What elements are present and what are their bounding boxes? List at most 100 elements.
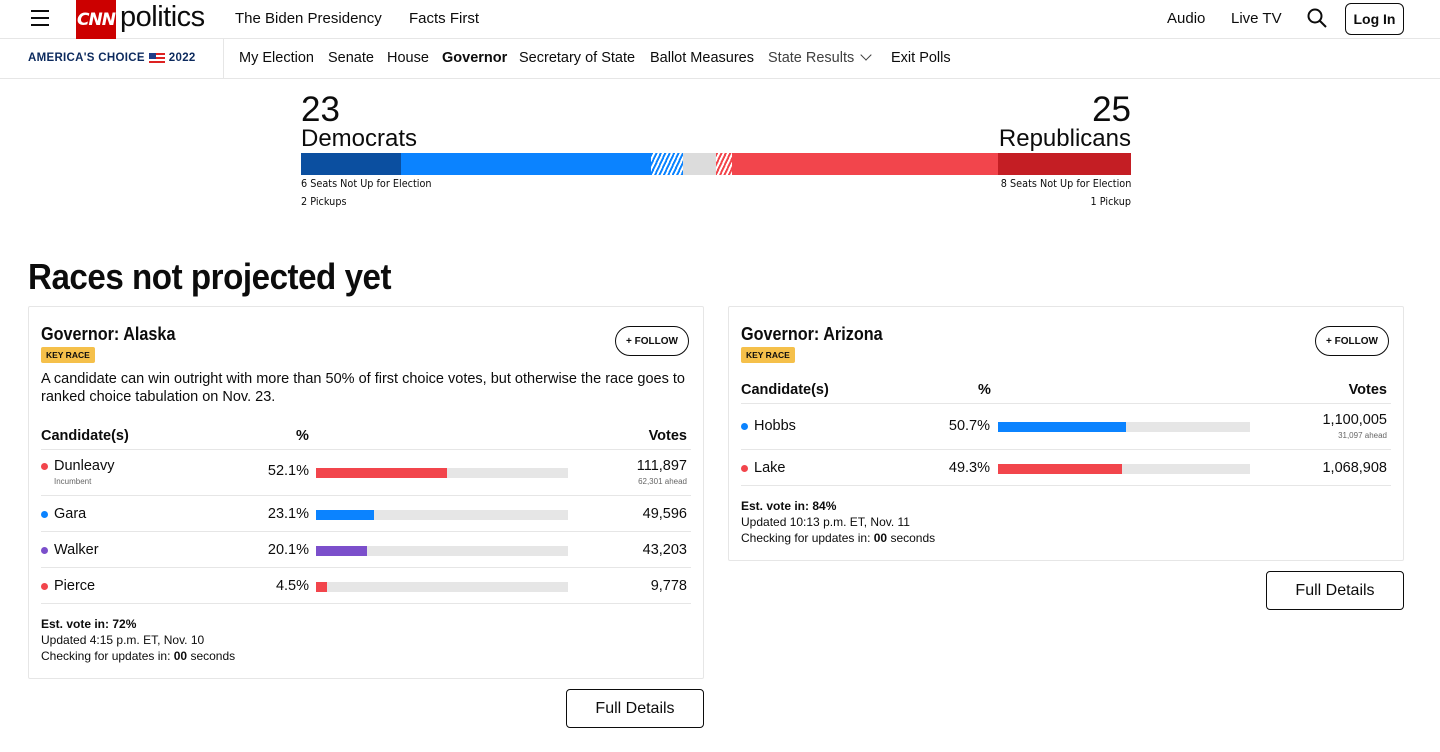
dem-not-up-segment <box>301 153 401 175</box>
updated-time: Updated 10:13 p.m. ET, Nov. 11 <box>741 515 910 529</box>
col-percent: % <box>978 382 991 398</box>
est-vote-in: Est. vote in: 72% <box>41 617 137 631</box>
rep-label: Republicans <box>998 125 1131 152</box>
party-dot <box>41 547 48 554</box>
candidate-name: Gara <box>54 506 87 522</box>
vote-bar-fill <box>998 464 1123 474</box>
candidate-percent: 52.1% <box>267 463 309 479</box>
candidate-row: Gara 23.1% 49,596 <box>41 496 691 532</box>
divider <box>41 531 691 532</box>
subnav-governor[interactable]: Governor <box>442 50 508 66</box>
candidate-votes: 43,203 <box>642 542 687 558</box>
candidate-votes: 1,068,908 <box>1322 460 1387 476</box>
update-countdown: Checking for updates in: 00 seconds <box>741 531 936 545</box>
follow-button[interactable]: + FOLLOW <box>615 326 689 356</box>
vote-bar <box>316 468 568 478</box>
nav-link-live-tv[interactable]: Live TV <box>1231 10 1282 27</box>
dem-not-up-note: 6 Seats Not Up for Election <box>301 177 432 190</box>
candidate-percent: 4.5% <box>275 578 309 594</box>
race-title[interactable]: Governor: Arizona <box>741 324 883 344</box>
race-meta: Est. vote in: 84% Updated 10:13 p.m. ET,… <box>741 498 935 546</box>
rep-leading-segment <box>716 153 732 175</box>
nav-link-facts-first[interactable]: Facts First <box>409 10 479 27</box>
balance-of-power-bar <box>301 153 1131 175</box>
col-votes: Votes <box>648 428 687 444</box>
candidate-name: Walker <box>54 542 99 558</box>
candidate-name: Dunleavy <box>54 458 115 474</box>
nav-link-audio[interactable]: Audio <box>1167 10 1206 27</box>
subnav-state-results[interactable]: State Results <box>768 49 872 66</box>
brand-year: 2022 <box>168 52 196 64</box>
est-vote-in: Est. vote in: 84% <box>741 499 837 513</box>
updated-time: Updated 4:15 p.m. ET, Nov. 10 <box>41 633 205 647</box>
subnav-ballot-measures[interactable]: Ballot Measures <box>650 50 754 66</box>
col-percent: % <box>296 428 309 444</box>
col-candidates: Candidate(s) <box>41 428 129 444</box>
update-countdown: Checking for updates in: 00 seconds <box>41 649 236 663</box>
race-card-alaska: Governor: Alaska KEY RACE + FOLLOW A can… <box>28 306 704 679</box>
divider <box>741 485 1391 486</box>
vote-bar-fill <box>316 468 448 478</box>
vote-bar-fill <box>316 546 367 556</box>
race-description: A candidate can win outright with more t… <box>41 371 685 405</box>
vote-bar <box>316 510 568 520</box>
rep-not-up-segment <box>998 153 1131 175</box>
candidate-name: Lake <box>754 460 786 476</box>
follow-button[interactable]: + FOLLOW <box>1315 326 1389 356</box>
americas-choice-brand[interactable]: AMERICA'S CHOICE 2022 <box>28 52 196 64</box>
state-results-label: State Results <box>768 50 855 66</box>
subnav-secretary-of-state[interactable]: Secretary of State <box>519 50 636 66</box>
full-details-button[interactable]: Full Details <box>1266 571 1404 610</box>
nav-link-biden-presidency[interactable]: The Biden Presidency <box>235 10 382 27</box>
race-meta: Est. vote in: 72% Updated 4:15 p.m. ET, … <box>41 616 235 664</box>
key-race-badge: KEY RACE <box>41 347 95 363</box>
full-details-button[interactable]: Full Details <box>566 689 704 728</box>
rep-pickups-note: 1 Pickup <box>1090 195 1131 208</box>
chevron-down-icon <box>860 49 872 61</box>
section-title: Races not projected yet <box>28 256 392 297</box>
candidate-name: Hobbs <box>754 418 796 434</box>
candidate-votes: 111,897 <box>636 458 687 474</box>
col-candidates: Candidate(s) <box>741 382 829 398</box>
candidate-percent: 49.3% <box>948 460 990 476</box>
candidate-name: Pierce <box>54 578 96 594</box>
votes-ahead: 62,301 ahead <box>638 477 687 486</box>
dem-seat-count: 23 <box>301 90 340 129</box>
candidate-row: Pierce 4.5% 9,778 <box>41 568 691 604</box>
party-dot <box>41 583 48 590</box>
candidate-row: Lake 49.3% 1,068,908 <box>741 450 1391 486</box>
key-race-badge: KEY RACE <box>741 347 795 363</box>
candidate-votes: 1,100,005 <box>1322 412 1387 428</box>
vote-bar <box>316 582 568 592</box>
candidate-percent: 20.1% <box>267 542 309 558</box>
race-title[interactable]: Governor: Alaska <box>41 324 176 344</box>
divider <box>41 603 691 604</box>
vote-bar-fill <box>316 510 375 520</box>
undecided-segment <box>683 153 716 175</box>
brand-title: AMERICA'S CHOICE <box>28 52 145 64</box>
candidate-row: Hobbs 50.7% 1,100,005 31,097 ahead <box>741 408 1391 444</box>
cnn-logo[interactable]: CNN <box>76 0 116 39</box>
rep-seat-count: 25 <box>1092 90 1131 129</box>
subnav-exit-polls[interactable]: Exit Polls <box>891 50 951 66</box>
vote-bar-fill <box>998 422 1126 432</box>
subnav-my-election[interactable]: My Election <box>239 50 314 66</box>
candidate-votes: 49,596 <box>642 506 687 522</box>
search-icon[interactable] <box>1307 8 1327 28</box>
vote-bar <box>316 546 568 556</box>
candidate-row: Walker 20.1% 43,203 <box>41 532 691 568</box>
candidate-percent: 50.7% <box>948 418 990 434</box>
divider <box>41 449 691 450</box>
dem-won-segment <box>401 153 651 175</box>
party-dot <box>41 463 48 470</box>
party-dot <box>741 465 748 472</box>
politics-logo-text[interactable]: politics <box>120 1 205 33</box>
vote-bar <box>998 464 1250 474</box>
subnav-house[interactable]: House <box>387 50 429 66</box>
divider <box>41 495 691 496</box>
votes-ahead: 31,097 ahead <box>1338 431 1387 440</box>
login-button[interactable]: Log In <box>1345 3 1404 35</box>
vote-bar-fill <box>316 582 328 592</box>
menu-icon[interactable] <box>31 10 49 26</box>
subnav-senate[interactable]: Senate <box>328 50 374 66</box>
